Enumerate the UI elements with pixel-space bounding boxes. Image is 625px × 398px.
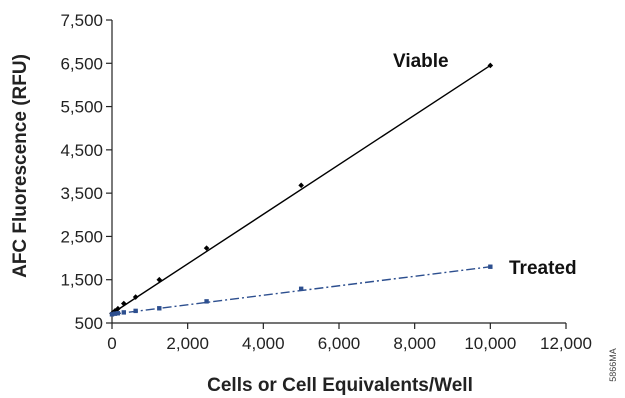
y-axis-title: AFC Fluorescence (RFU)	[10, 54, 31, 278]
data-point-treated	[204, 299, 209, 304]
data-point-treated	[488, 264, 493, 269]
y-tick-label: 1,500	[60, 271, 103, 290]
x-axis-title: Cells or Cell Equivalents/Well	[207, 375, 473, 396]
y-tick-label: 5,500	[60, 98, 103, 117]
y-tick-label: 4,500	[60, 141, 103, 160]
series-label-viable: Viable	[393, 51, 449, 72]
data-point-treated	[121, 310, 127, 315]
data-point-viable	[121, 300, 127, 307]
data-point-viable	[298, 182, 304, 189]
x-tick-label: 6,000	[318, 334, 361, 353]
x-tick-label: 10,000	[464, 334, 516, 353]
data-point-treated	[112, 311, 118, 316]
y-tick-label: 3,500	[60, 184, 103, 203]
data-point-viable	[132, 294, 139, 300]
y-tick-label: 2,500	[60, 227, 103, 246]
data-point-treated	[109, 312, 115, 317]
x-tick-label: 8,000	[393, 334, 436, 353]
series-line-viable	[111, 64, 491, 315]
x-tick-label: 2,000	[166, 334, 209, 353]
x-tick-label: 4,000	[242, 334, 285, 353]
data-point-viable	[203, 245, 210, 251]
plot-area	[109, 62, 494, 317]
y-tick-label: 500	[75, 314, 103, 333]
data-point-treated	[157, 306, 162, 311]
series-label-treated: Treated	[509, 258, 577, 279]
data-point-viable	[156, 276, 163, 283]
x-axis: 0 2,000 4,000 6,000 8,000 10,000 12,000	[107, 322, 592, 353]
data-point-treated	[115, 311, 121, 316]
y-tick-label: 6,500	[60, 54, 103, 73]
data-point-viable	[115, 305, 121, 312]
figure-code: 5866MA	[608, 348, 618, 382]
data-point-viable	[487, 62, 494, 69]
data-point-treated	[133, 308, 138, 314]
y-tick-label: 7,500	[60, 11, 103, 30]
y-axis: 500 1,500 2,500 3,500 4,500 5,500 6,500 7,500	[60, 11, 113, 333]
data-point-treated	[298, 286, 304, 292]
x-tick-label: 12,000	[540, 334, 592, 353]
x-tick-label: 0	[107, 334, 116, 353]
